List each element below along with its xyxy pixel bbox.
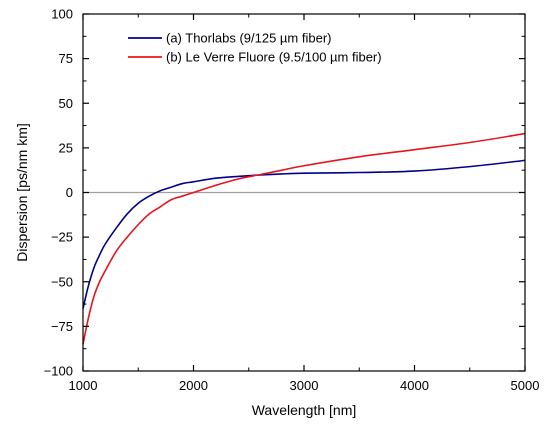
legend: (a) Thorlabs (9/125 µm fiber) (b) Le Verr…	[128, 31, 382, 65]
y-tick-label: 25	[59, 140, 73, 155]
y-tick-label: −100	[44, 364, 73, 379]
y-tick-label: −25	[51, 230, 73, 245]
y-tick-label: −50	[51, 274, 73, 289]
y-axis-label: Dispersion [ps/nm km]	[14, 123, 30, 261]
legend-label-1: (b) Le Verre Fluore (9.5/100 µm fiber)	[166, 50, 382, 65]
legend-label-0: (a) Thorlabs (9/125 µm fiber)	[166, 31, 331, 46]
x-tick-label: 1000	[69, 378, 98, 393]
y-tick-label: 50	[59, 96, 73, 111]
x-tick-label: 3000	[290, 378, 319, 393]
x-tick-label: 4000	[400, 378, 429, 393]
series-line-1	[82, 132, 526, 345]
y-tick-label: −75	[51, 319, 73, 334]
x-axis-label: Wavelength [nm]	[252, 402, 357, 418]
series-line-0	[82, 159, 526, 309]
y-tick-label: 100	[51, 7, 73, 22]
x-tick-label: 2000	[179, 378, 208, 393]
x-tick-label: 5000	[511, 378, 540, 393]
plot-frame	[82, 13, 526, 372]
series-layer	[82, 132, 526, 345]
y-tick-label: 0	[66, 185, 73, 200]
y-tick-label: 75	[59, 51, 73, 66]
tick-labels-layer: 1000 2000 3000 4000 5000 −100 −75 −50 −25 0 25 50 75…	[44, 7, 540, 394]
